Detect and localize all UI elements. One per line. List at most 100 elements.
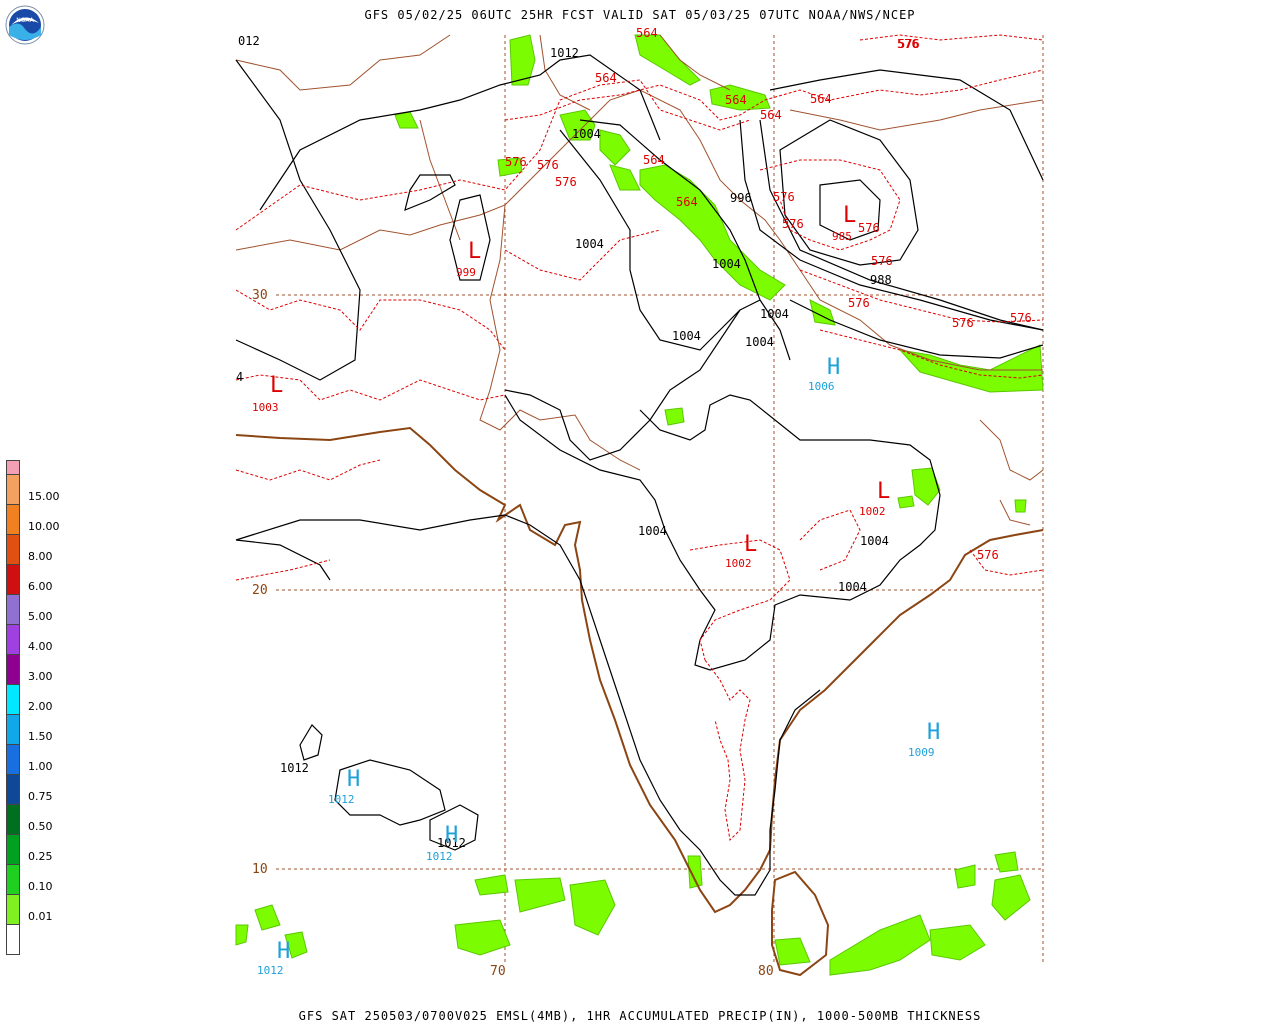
legend-label: 3.00 [28, 670, 53, 683]
svg-text:H: H [277, 939, 290, 964]
high-pressure-center: H 1012 [257, 939, 290, 977]
lat-label-30: 30 [252, 288, 268, 303]
map-title: GFS 05/02/25 06UTC 25HR FCST VALID SAT 0… [364, 8, 916, 22]
svg-text:1003: 1003 [252, 401, 279, 414]
isobar-label: 1004 [638, 524, 667, 538]
legend-swatch [6, 865, 20, 895]
thickness-label: 564 [595, 71, 617, 85]
thickness-label: 576 [977, 548, 999, 562]
legend-label: 5.00 [28, 610, 53, 623]
svg-text:H: H [445, 823, 458, 848]
svg-text:L: L [468, 239, 481, 264]
thickness-label: 576 [897, 37, 919, 51]
country-borders [235, 34, 1044, 526]
svg-text:999: 999 [456, 266, 476, 279]
high-pressure-center: H 1012 [426, 823, 458, 863]
pressure-centers: L 999 L 985 L 1003 L 1002 L 1002 H 1006 … [252, 203, 940, 977]
legend-label: 0.75 [28, 790, 53, 803]
legend-swatch [6, 475, 20, 505]
lat-label-20: 20 [252, 583, 268, 598]
svg-text:985: 985 [832, 230, 852, 243]
thickness-label: 576 [782, 217, 804, 231]
isobar-label: 1004 [838, 580, 867, 594]
legend-swatch [6, 460, 20, 475]
isobar-label: 988 [870, 273, 892, 287]
precip-legend: 15.00 10.00 8.00 6.00 5.00 4.00 3.00 2.00 1.50 1.… [6, 460, 60, 955]
isobar-label: 4 [236, 370, 243, 384]
isobar-label: 012 [238, 34, 260, 48]
svg-text:1002: 1002 [859, 505, 886, 518]
legend-label: 1.00 [28, 760, 53, 773]
thickness-label: 564 [643, 153, 665, 167]
isobar-label: 1004 [712, 257, 741, 271]
thickness-label: 576 [858, 221, 880, 235]
svg-text:H: H [827, 355, 840, 380]
svg-text:L: L [744, 532, 757, 557]
svg-text:L: L [843, 203, 856, 228]
thickness-lines [235, 34, 1044, 842]
lon-label-80: 80 [758, 964, 774, 979]
svg-text:1002: 1002 [725, 557, 752, 570]
svg-text:1012: 1012 [426, 850, 453, 863]
low-pressure-center: L 999 [456, 239, 481, 279]
high-pressure-center: H 1012 [328, 767, 360, 806]
svg-text:H: H [347, 767, 360, 792]
legend-label: 0.25 [28, 850, 53, 863]
high-pressure-center: H 1006 [808, 355, 840, 393]
noaa-logo: NOAA [5, 5, 45, 45]
precip-areas [235, 34, 1044, 976]
legend-label: 0.01 [28, 910, 53, 923]
thickness-label: 576 [952, 316, 974, 330]
legend-swatch [6, 775, 20, 805]
isobar-label: 1004 [572, 127, 601, 141]
legend-label: 15.00 [28, 490, 60, 503]
thickness-label: 576 [898, 37, 920, 51]
isobar-label: 1004 [860, 534, 889, 548]
svg-text:1009: 1009 [908, 746, 935, 759]
isobar-label: 1004 [575, 237, 604, 251]
coastlines [235, 426, 1044, 977]
legend-swatch [6, 925, 20, 955]
isobar-label: 1012 [280, 761, 309, 775]
legend-label: 1.50 [28, 730, 53, 743]
legend-label: 2.00 [28, 700, 53, 713]
thickness-label: 576 [537, 158, 559, 172]
isobar-label: 1012 [550, 46, 579, 60]
thickness-label: 576 [505, 155, 527, 169]
high-pressure-center: H 1009 [908, 720, 940, 759]
isobars [235, 54, 1044, 896]
legend-swatch [6, 535, 20, 565]
legend-swatch [6, 595, 20, 625]
legend-swatch [6, 745, 20, 775]
isobar-label: 1004 [745, 335, 774, 349]
svg-text:L: L [270, 373, 283, 398]
lon-label-70: 70 [490, 964, 506, 979]
legend-swatch [6, 625, 20, 655]
thickness-labels: 564 564 564 564 576 576 576 576 564 564 … [505, 26, 1032, 562]
low-pressure-center: L 985 [832, 203, 856, 243]
legend-label: 8.00 [28, 550, 53, 563]
isobar-label: 996 [730, 191, 752, 205]
thickness-label: 564 [760, 108, 782, 122]
legend-label: 0.10 [28, 880, 53, 893]
thickness-label: 576 [848, 296, 870, 310]
isobar-label: 1004 [672, 329, 701, 343]
legend-swatch [6, 805, 20, 835]
thickness-label: 564 [810, 92, 832, 106]
low-pressure-center: L 1002 [725, 532, 757, 570]
legend-label: 0.50 [28, 820, 53, 833]
isobar-label: 1012 [437, 836, 466, 850]
thickness-label: 564 [676, 195, 698, 209]
map-footer: GFS SAT 250503/0700V025 EMSL(4MB), 1HR A… [298, 1009, 982, 1023]
thickness-label: 564 [725, 93, 747, 107]
legend-swatch [6, 655, 20, 685]
isobar-labels: 1012 1004 1004 996 1004 988 1004 1004 10… [236, 34, 892, 850]
lat-label-10: 10 [252, 862, 268, 877]
lat-lon-grid [276, 35, 1044, 965]
legend-swatch [6, 505, 20, 535]
noaa-logo-text: NOAA [16, 17, 34, 24]
legend-label: 10.00 [28, 520, 60, 533]
svg-text:H: H [927, 720, 940, 745]
thickness-label: 576 [773, 190, 795, 204]
